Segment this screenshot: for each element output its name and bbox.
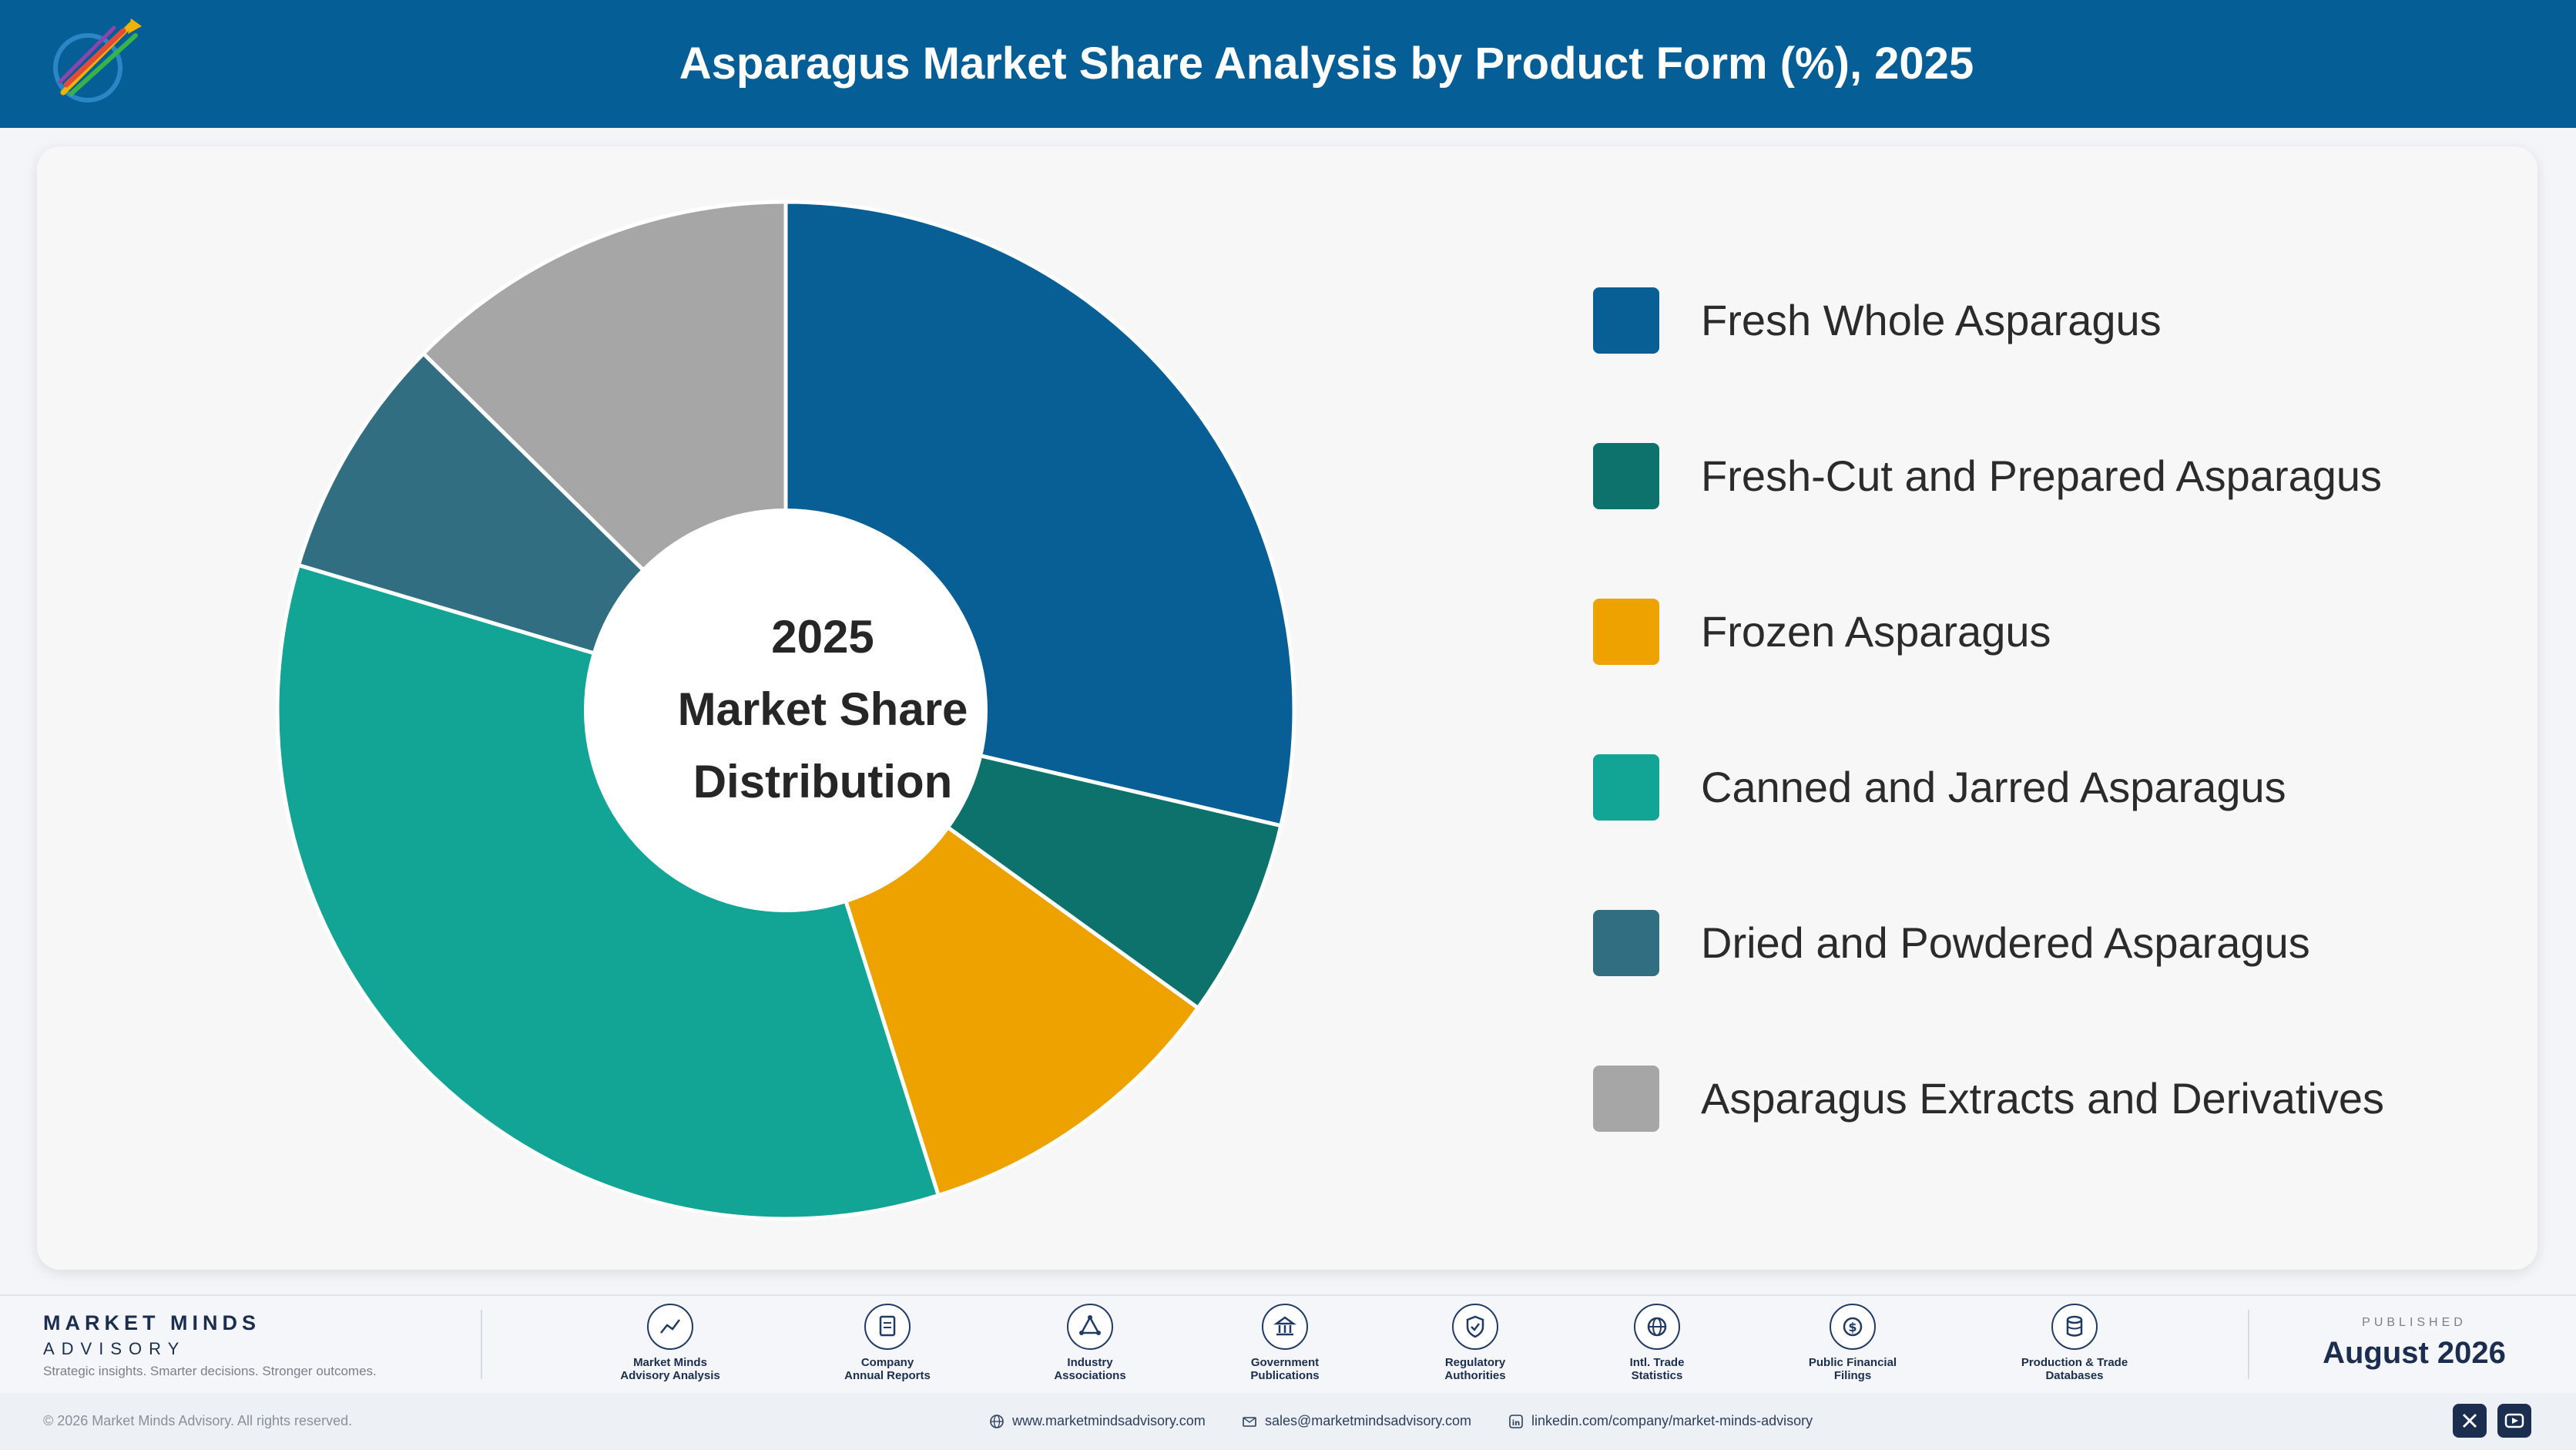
legend-label: Dried and Powdered Asparagus: [1701, 918, 2310, 967]
source-label-line1: Industry: [1067, 1356, 1113, 1369]
source-label-line2: Databases: [2045, 1369, 2104, 1382]
globe-icon: [990, 1415, 1004, 1429]
page-title: Asparagus Market Share Analysis by Produ…: [679, 39, 1974, 89]
copyright-text: © 2026 Market Minds Advisory. All rights…: [43, 1413, 353, 1428]
government-building-icon: [1262, 1304, 1308, 1350]
donut-hole: [584, 509, 988, 912]
donut-chart: [275, 200, 1296, 1221]
dollar-coin-icon: $: [1830, 1304, 1876, 1350]
brand-name: MARKET MINDS: [43, 1311, 260, 1334]
legend-label: Fresh-Cut and Prepared Asparagus: [1701, 451, 2383, 500]
youtube-social-button[interactable]: [2497, 1404, 2531, 1438]
email-text: sales@marketmindsadvisory.com: [1265, 1413, 1472, 1428]
shield-check-icon: [1452, 1304, 1498, 1350]
source-label-line1: Company: [860, 1356, 914, 1369]
bottom-bar: © 2026 Market Minds Advisory. All rights…: [0, 1393, 2576, 1450]
source-item-financial-filings[interactable]: $ Public Financial Filings: [1768, 1304, 1937, 1382]
source-label-line2: Authorities: [1444, 1369, 1506, 1382]
database-icon: [2051, 1304, 2098, 1350]
brand-tagline: Strategic insights. Smarter decisions. S…: [43, 1364, 377, 1378]
email-link[interactable]: sales@marketmindsadvisory.com: [1242, 1413, 1471, 1429]
source-item-trade-databases[interactable]: Production & Trade Databases: [1990, 1304, 2159, 1382]
source-label-line2: Statistics: [1631, 1369, 1683, 1382]
x-social-button[interactable]: [2453, 1404, 2487, 1438]
source-label-line1: Regulatory: [1444, 1356, 1506, 1369]
published-date: August 2026: [2323, 1336, 2506, 1370]
brand-subtitle: ADVISORY: [43, 1339, 186, 1358]
header-bar: Asparagus Market Share Analysis by Produ…: [0, 0, 2576, 128]
legend-label: Canned and Jarred Asparagus: [1701, 763, 2286, 811]
source-label-line1: Intl. Trade: [1629, 1356, 1685, 1369]
svg-text:in: in: [1512, 1419, 1521, 1428]
legend-swatch: [1593, 754, 1659, 821]
legend-label: Frozen Asparagus: [1701, 607, 2051, 656]
website-link[interactable]: www.marketmindsadvisory.com: [989, 1413, 1206, 1429]
source-label-line2: Associations: [1054, 1369, 1126, 1382]
chart-panel: 2025 Market Share Distribution Fresh Who…: [37, 146, 2537, 1270]
legend-swatch: [1593, 1066, 1659, 1132]
source-item-annual-reports[interactable]: Company Annual Reports: [803, 1304, 972, 1382]
source-label-line2: Advisory Analysis: [620, 1369, 720, 1382]
source-item-regulatory[interactable]: Regulatory Authorities: [1390, 1304, 1560, 1382]
source-label-line1: Public Financial: [1808, 1356, 1897, 1369]
footer-divider: [2248, 1310, 2249, 1379]
legend-label: Asparagus Extracts and Derivatives: [1701, 1074, 2385, 1123]
legend-label: Fresh Whole Asparagus: [1701, 296, 2162, 344]
x-icon: [2462, 1413, 2477, 1428]
source-item-market-minds[interactable]: Market Minds Advisory Analysis: [585, 1304, 755, 1382]
source-item-associations[interactable]: Industry Associations: [1005, 1304, 1175, 1382]
center-text-line2: Market Share: [677, 683, 968, 735]
center-text-line3: Distribution: [693, 756, 953, 807]
chart-line-icon: [647, 1304, 693, 1350]
source-label-line1: Market Minds: [633, 1356, 707, 1369]
source-item-government[interactable]: Government Publications: [1200, 1304, 1370, 1382]
source-label-line1: Government: [1250, 1356, 1320, 1369]
center-text-year: 2025: [771, 611, 874, 663]
legend-swatch: [1593, 287, 1659, 354]
legend-swatch: [1593, 599, 1659, 665]
published-label: PUBLISHED: [2362, 1316, 2467, 1329]
linkedin-text: linkedin.com/company/market-minds-adviso…: [1531, 1413, 1813, 1428]
website-text: www.marketmindsadvisory.com: [1012, 1413, 1206, 1428]
document-icon: [864, 1304, 911, 1350]
source-label-line2: Publications: [1250, 1369, 1320, 1382]
linkedin-link[interactable]: in linkedin.com/company/market-minds-advi…: [1508, 1413, 1813, 1429]
footer: MARKET MINDS ADVISORY Strategic insights…: [0, 1294, 2576, 1393]
source-label-line1: Production & Trade: [2021, 1356, 2128, 1369]
mail-icon: [1243, 1417, 1256, 1428]
svg-text:$: $: [1848, 1320, 1857, 1334]
source-item-trade-statistics[interactable]: Intl. Trade Statistics: [1572, 1304, 1742, 1382]
legend-swatch: [1593, 910, 1659, 976]
company-logo-icon[interactable]: [40, 8, 156, 123]
youtube-icon: [2504, 1413, 2524, 1428]
footer-divider: [481, 1310, 482, 1379]
source-label-line2: Annual Reports: [844, 1369, 931, 1382]
linkedin-icon: in: [1509, 1415, 1523, 1429]
globe-icon: [1634, 1304, 1680, 1350]
legend-swatch: [1593, 443, 1659, 509]
network-icon: [1067, 1304, 1113, 1350]
source-label-line2: Filings: [1833, 1369, 1872, 1382]
